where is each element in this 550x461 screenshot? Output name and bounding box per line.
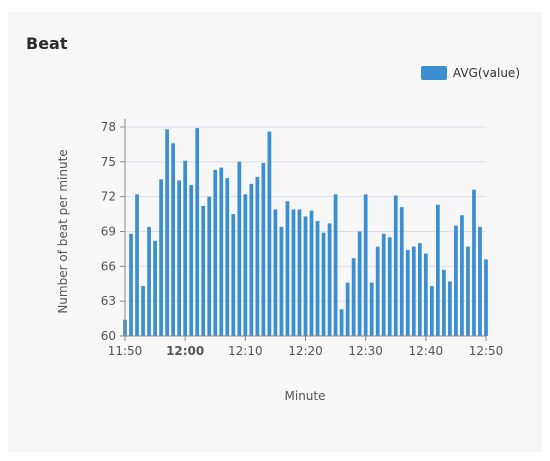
bar[interactable] [249, 183, 254, 336]
bar[interactable] [423, 253, 428, 336]
x-tick-label: 12:00 [166, 344, 204, 358]
bar[interactable] [315, 221, 320, 336]
bar[interactable] [333, 194, 338, 336]
bar[interactable] [261, 162, 266, 336]
bar[interactable] [417, 243, 422, 336]
x-axis-label: Minute [285, 389, 326, 403]
bar[interactable] [375, 246, 380, 336]
y-tick-label: 72 [101, 190, 116, 204]
bar[interactable] [297, 209, 302, 336]
bar[interactable] [478, 226, 482, 336]
y-axis: 60 63 66 69 72 75 78 [101, 119, 126, 343]
y-tick-label: 63 [101, 294, 116, 308]
bar[interactable] [159, 179, 163, 336]
bar[interactable] [141, 286, 145, 336]
bar[interactable] [153, 240, 157, 336]
y-tick-label: 66 [101, 259, 116, 273]
bar[interactable] [387, 237, 392, 336]
x-tick-label: 12:20 [288, 344, 323, 358]
legend-swatch [420, 66, 447, 80]
bar[interactable] [147, 226, 151, 336]
bar-series [123, 128, 488, 336]
x-tick-label: 12:40 [409, 344, 444, 358]
y-tick-label: 75 [101, 155, 116, 169]
bar[interactable] [448, 281, 452, 336]
x-tick-label: 12:30 [348, 344, 383, 358]
bar[interactable] [466, 246, 470, 336]
bar[interactable] [345, 282, 350, 336]
x-tick-label: 12:50 [469, 344, 504, 358]
x-axis: 11:50 12:00 12:10 12:20 12:30 12:40 12:50 [108, 335, 504, 358]
bar[interactable] [243, 194, 248, 336]
bar[interactable] [135, 194, 139, 336]
bar[interactable] [177, 180, 182, 336]
bar[interactable] [460, 215, 464, 336]
bar[interactable] [279, 226, 284, 336]
legend[interactable]: AVG(value) [420, 66, 520, 80]
bar[interactable] [442, 269, 446, 336]
bar[interactable] [327, 223, 332, 336]
x-tick-label: 11:50 [108, 344, 143, 358]
y-tick-label: 69 [101, 225, 116, 239]
bar[interactable] [393, 195, 398, 336]
bar[interactable] [399, 207, 404, 336]
bar[interactable] [207, 196, 212, 336]
bar[interactable] [213, 169, 218, 336]
bar[interactable] [411, 246, 416, 336]
bar[interactable] [267, 131, 272, 336]
bar[interactable] [189, 185, 194, 336]
bar[interactable] [405, 250, 410, 336]
bar[interactable] [381, 233, 386, 336]
y-tick-label: 60 [101, 329, 116, 343]
bar[interactable] [255, 176, 260, 336]
bar[interactable] [339, 309, 344, 336]
bar[interactable] [303, 216, 308, 336]
bar[interactable] [321, 232, 326, 336]
x-tick-label: 12:10 [228, 344, 263, 358]
bar[interactable] [357, 231, 362, 337]
bar[interactable] [363, 194, 368, 336]
bar[interactable] [454, 225, 458, 336]
bar[interactable] [429, 286, 434, 336]
card-title: Beat [26, 34, 68, 53]
bar[interactable] [195, 128, 200, 336]
y-axis-label: Number of beat per minute [56, 149, 70, 313]
bar[interactable] [369, 282, 374, 336]
bar[interactable] [201, 205, 206, 336]
legend-label: AVG(value) [452, 66, 520, 80]
bar[interactable] [436, 204, 440, 336]
bar[interactable] [165, 129, 169, 336]
bar[interactable] [237, 161, 242, 336]
bar[interactable] [484, 259, 488, 336]
bar[interactable] [225, 178, 230, 336]
bar[interactable] [351, 258, 356, 336]
bar[interactable] [309, 210, 314, 336]
bar[interactable] [285, 201, 290, 336]
bar[interactable] [472, 189, 476, 336]
bar[interactable] [273, 209, 278, 336]
bar[interactable] [183, 160, 188, 336]
bar[interactable] [291, 209, 296, 336]
bar[interactable] [171, 143, 175, 336]
bar[interactable] [129, 233, 133, 336]
bar[interactable] [219, 167, 224, 336]
y-tick-label: 78 [101, 120, 116, 134]
bar[interactable] [231, 214, 236, 336]
